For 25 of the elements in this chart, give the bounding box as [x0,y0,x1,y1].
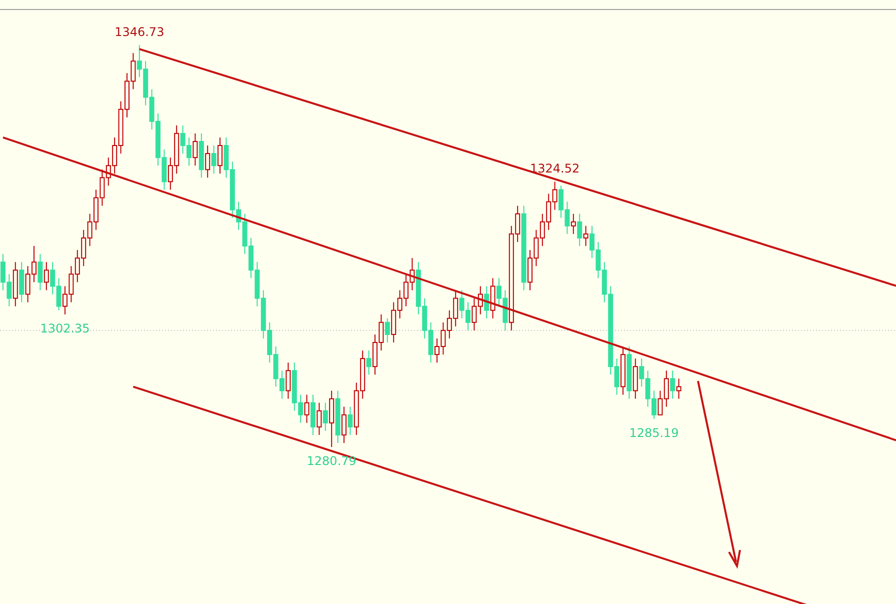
candlestick [570,213,576,234]
candlestick [676,378,682,400]
candlestick [366,350,372,376]
candlestick [38,254,43,291]
candlestick [286,362,291,400]
candlestick [342,406,346,444]
annotation: 1302.35 [40,321,90,336]
candlestick [192,132,198,166]
candlestick [218,136,222,174]
candlestick [583,225,588,246]
candlestick [348,406,353,436]
candlestick [211,145,216,174]
candlestick [322,402,328,432]
candlestick [577,213,582,246]
candlestick [205,145,210,178]
annotation: 1346.73 [114,25,164,39]
candlestick [384,318,390,343]
candlestick [484,286,490,319]
candlestick [670,370,676,400]
candlestick [44,262,49,291]
annotation: 1324.52 [530,162,580,176]
candlestick [304,394,310,424]
annotation: 1280.79 [306,454,356,468]
annotation: 1285.19 [629,426,679,440]
candlestick [316,402,322,436]
